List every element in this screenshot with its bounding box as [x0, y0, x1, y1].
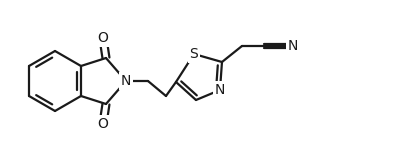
Text: N: N — [121, 74, 131, 88]
Text: O: O — [97, 117, 108, 131]
Text: S: S — [189, 47, 198, 61]
Text: N: N — [287, 39, 297, 53]
Text: N: N — [214, 83, 225, 97]
Text: O: O — [97, 31, 108, 45]
